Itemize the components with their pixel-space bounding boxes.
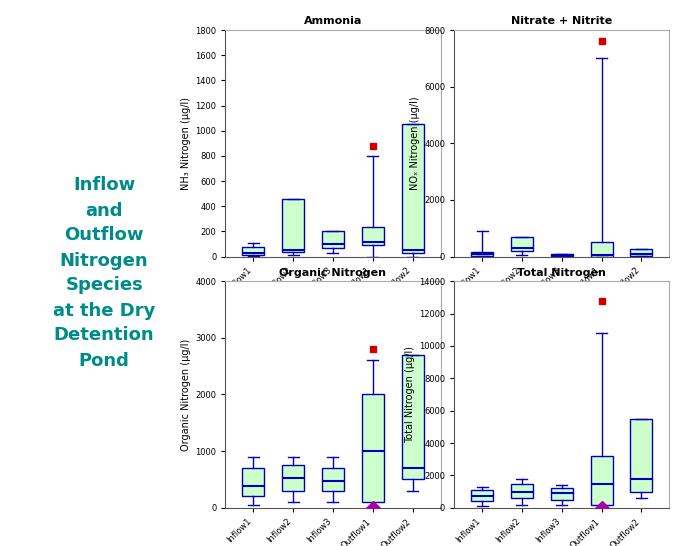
PathPatch shape	[591, 242, 613, 257]
PathPatch shape	[630, 419, 652, 491]
X-axis label: Site: Site	[323, 301, 343, 312]
PathPatch shape	[630, 248, 652, 256]
Title: Total Nitrogen: Total Nitrogen	[517, 268, 607, 277]
Y-axis label: Organic Nitrogen (μg/l): Organic Nitrogen (μg/l)	[181, 339, 191, 450]
PathPatch shape	[591, 456, 613, 505]
PathPatch shape	[322, 468, 344, 491]
PathPatch shape	[242, 247, 264, 256]
Title: Ammonia: Ammonia	[304, 16, 362, 26]
PathPatch shape	[550, 254, 573, 256]
PathPatch shape	[282, 199, 304, 252]
Text: Inflow
and
Outflow
Nitrogen
Species
at the Dry
Detention
Pond: Inflow and Outflow Nitrogen Species at t…	[53, 176, 155, 370]
X-axis label: Site: Site	[552, 301, 572, 312]
PathPatch shape	[511, 237, 533, 251]
PathPatch shape	[471, 490, 493, 501]
PathPatch shape	[511, 484, 533, 498]
Y-axis label: NOₓ Nitrogen (μg/l): NOₓ Nitrogen (μg/l)	[410, 97, 420, 190]
Title: Organic Nitrogen: Organic Nitrogen	[279, 268, 387, 277]
PathPatch shape	[242, 468, 264, 496]
PathPatch shape	[550, 488, 573, 500]
Y-axis label: NH₃ Nitrogen (μg/l): NH₃ Nitrogen (μg/l)	[181, 97, 191, 190]
Title: Nitrate + Nitrite: Nitrate + Nitrite	[511, 16, 613, 26]
PathPatch shape	[282, 465, 304, 491]
Y-axis label: Total Nitrogen (μg/l): Total Nitrogen (μg/l)	[405, 346, 415, 443]
PathPatch shape	[402, 355, 423, 479]
PathPatch shape	[362, 227, 384, 245]
PathPatch shape	[471, 252, 493, 256]
PathPatch shape	[362, 394, 384, 502]
PathPatch shape	[322, 232, 344, 248]
PathPatch shape	[402, 124, 423, 253]
